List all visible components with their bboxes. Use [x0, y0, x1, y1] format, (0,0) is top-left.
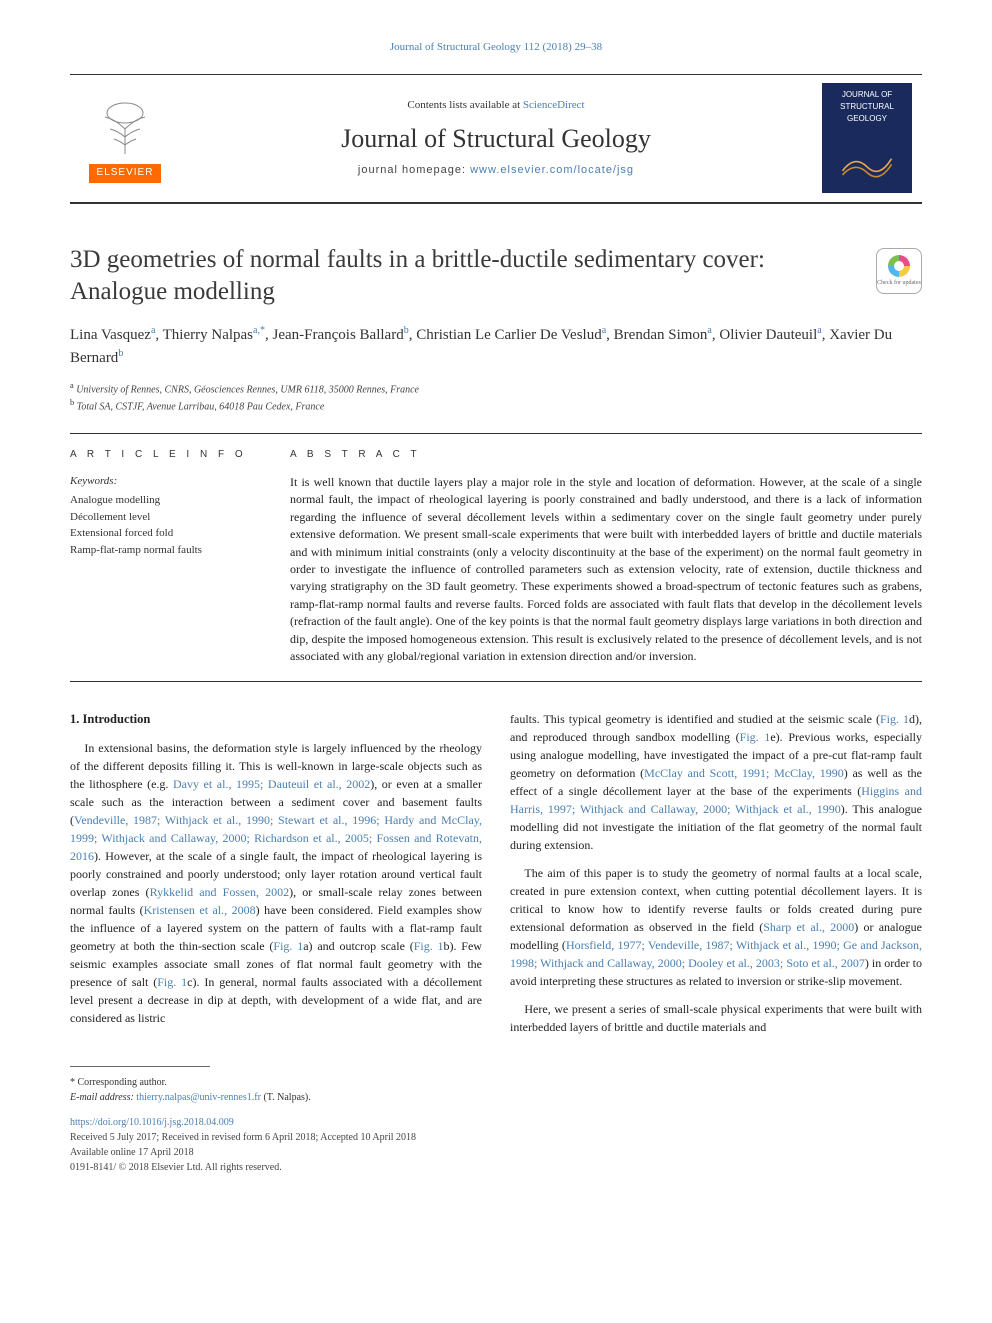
- journal-name: Journal of Structural Geology: [180, 120, 812, 158]
- masthead-center: Contents lists available at ScienceDirec…: [180, 75, 812, 202]
- authors: Lina Vasqueza, Thierry Nalpasa,*, Jean-F…: [70, 323, 922, 370]
- email-label: E-mail address:: [70, 1092, 136, 1103]
- citation-link[interactable]: Davy et al., 1995; Dauteuil et al., 2002: [173, 777, 370, 791]
- body-paragraph: The aim of this paper is to study the ge…: [510, 864, 922, 990]
- article-header: Check for updates 3D geometries of norma…: [70, 244, 922, 415]
- affiliations: a University of Rennes, CNRS, Géoscience…: [70, 380, 922, 415]
- homepage-label: journal homepage:: [358, 164, 470, 176]
- check-updates-badge[interactable]: Check for updates: [876, 248, 922, 294]
- keywords-list: Analogue modellingDécollement levelExten…: [70, 492, 260, 558]
- email-link[interactable]: thierry.nalpas@univ-rennes1.fr: [136, 1092, 261, 1103]
- body-paragraph: Here, we present a series of small-scale…: [510, 1000, 922, 1036]
- footnote-rule: [70, 1066, 210, 1067]
- contents-line: Contents lists available at ScienceDirec…: [180, 98, 812, 114]
- abstract: A B S T R A C T It is well known that du…: [290, 448, 922, 666]
- received-line: Received 5 July 2017; Received in revise…: [70, 1130, 922, 1145]
- homepage-link[interactable]: www.elsevier.com/locate/jsg: [470, 164, 634, 176]
- crossmark-icon: [888, 255, 910, 277]
- footnotes: * Corresponding author. E-mail address: …: [70, 1075, 922, 1105]
- body-paragraph: faults. This typical geometry is identif…: [510, 710, 922, 854]
- citation-link[interactable]: Sharp et al., 2000: [763, 920, 854, 934]
- doi-link[interactable]: https://doi.org/10.1016/j.jsg.2018.04.00…: [70, 1117, 234, 1128]
- check-updates-label: Check for updates: [877, 279, 921, 288]
- running-header: Journal of Structural Geology 112 (2018)…: [70, 40, 922, 56]
- available-line: Available online 17 April 2018: [70, 1145, 922, 1160]
- figure-link[interactable]: Fig. 1: [157, 975, 187, 989]
- corresponding-author: * Corresponding author.: [70, 1075, 922, 1090]
- masthead: ELSEVIER Contents lists available at Sci…: [70, 74, 922, 204]
- body-paragraph: In extensional basins, the deformation s…: [70, 739, 482, 1027]
- page-root: Journal of Structural Geology 112 (2018)…: [0, 0, 992, 1215]
- cover-block: JOURNAL OF STRUCTURAL GEOLOGY: [812, 75, 922, 202]
- article-info: A R T I C L E I N F O Keywords: Analogue…: [70, 448, 260, 666]
- citation-link[interactable]: Horsfield, 1977; Vendeville, 1987; Withj…: [510, 938, 922, 970]
- citation-link[interactable]: McClay and Scott, 1991; McClay, 1990: [644, 766, 844, 780]
- body-text: Here, we present a series of small-scale…: [510, 1002, 922, 1034]
- citation-link[interactable]: Rykkelid and Fossen, 2002: [150, 885, 290, 899]
- abstract-label: A B S T R A C T: [290, 448, 922, 463]
- elsevier-tree-icon: [85, 94, 165, 164]
- citation-link[interactable]: Kristensen et al., 2008: [144, 903, 256, 917]
- section-heading: 1. Introduction: [70, 710, 482, 729]
- article-info-label: A R T I C L E I N F O: [70, 448, 260, 463]
- publisher-block: ELSEVIER: [70, 75, 180, 202]
- contents-prefix: Contents lists available at: [407, 99, 522, 111]
- figure-link[interactable]: Fig. 1: [414, 939, 444, 953]
- figure-link[interactable]: Fig. 1: [880, 712, 909, 726]
- article-title: 3D geometries of normal faults in a brit…: [70, 244, 810, 309]
- body-text: a) and outcrop scale (: [303, 939, 413, 953]
- keywords-heading: Keywords:: [70, 474, 260, 490]
- figure-link[interactable]: Fig. 1: [740, 730, 771, 744]
- email-line: E-mail address: thierry.nalpas@univ-renn…: [70, 1090, 922, 1105]
- body-columns: 1. Introduction In extensional basins, t…: [70, 710, 922, 1041]
- body-text: faults. This typical geometry is identif…: [510, 712, 880, 726]
- sciencedirect-link[interactable]: ScienceDirect: [523, 99, 585, 111]
- cover-text: JOURNAL OF STRUCTURAL GEOLOGY: [828, 89, 906, 124]
- email-suffix: (T. Nalpas).: [261, 1092, 311, 1103]
- journal-cover-icon: JOURNAL OF STRUCTURAL GEOLOGY: [822, 83, 912, 193]
- doi-block: https://doi.org/10.1016/j.jsg.2018.04.00…: [70, 1115, 922, 1175]
- homepage-line: journal homepage: www.elsevier.com/locat…: [180, 163, 812, 179]
- abstract-text: It is well known that ductile layers pla…: [290, 474, 922, 665]
- figure-link[interactable]: Fig. 1: [273, 939, 303, 953]
- info-abstract-row: A R T I C L E I N F O Keywords: Analogue…: [70, 433, 922, 683]
- publisher-label: ELSEVIER: [89, 164, 162, 183]
- copyright-line: 0191-8141/ © 2018 Elsevier Ltd. All righ…: [70, 1160, 922, 1175]
